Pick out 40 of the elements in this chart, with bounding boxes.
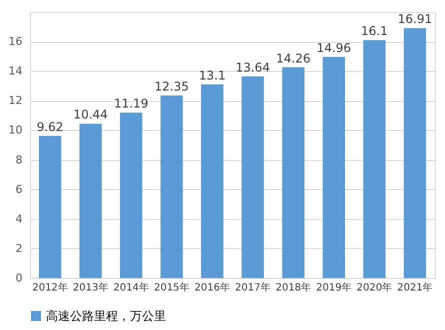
y-tick-label: 2 (16, 242, 22, 255)
x-tick-label: 2018年 (276, 282, 312, 294)
bar (160, 95, 183, 278)
x-tick-label: 2013年 (72, 282, 108, 294)
y-tick-label: 16 (8, 35, 22, 48)
y-tick-label: 14 (8, 64, 22, 78)
x-tick-label: 2020年 (356, 282, 392, 294)
legend-label: 高速公路里程，万公里 (46, 309, 166, 323)
data-label: 12.35 (154, 79, 189, 94)
x-tick-label: 2014年 (113, 282, 149, 294)
bar (242, 76, 264, 278)
x-tick-label: 2012年 (32, 282, 68, 294)
bar (120, 112, 142, 278)
data-label: 9.62 (36, 120, 64, 134)
bar (38, 136, 62, 278)
bar (201, 84, 224, 278)
bar (363, 40, 386, 278)
data-label: 16.91 (398, 12, 432, 26)
y-tick-label: 0 (16, 272, 22, 284)
data-label: 10.44 (73, 108, 108, 122)
data-label: 13.1 (198, 68, 226, 82)
data-label: 13.64 (236, 60, 270, 74)
bar (322, 56, 345, 278)
x-tick-label: 2015年 (154, 282, 190, 294)
y-tick-label: 12 (8, 94, 22, 108)
bar (282, 67, 304, 278)
y-tick-label: 10 (8, 124, 22, 137)
data-label: 11.19 (114, 96, 148, 111)
y-tick-label: 6 (16, 182, 22, 196)
y-tick-label: 8 (16, 153, 22, 166)
data-label: 16.1 (361, 24, 388, 38)
data-label: 14.26 (276, 51, 310, 66)
x-tick-label: 2019年 (316, 282, 352, 294)
bar (79, 124, 102, 278)
y-tick-label: 4 (16, 212, 22, 226)
bar (404, 28, 426, 278)
x-tick-label: 2016年 (194, 282, 230, 294)
x-tick-label: 2017年 (235, 282, 270, 294)
data-label: 14.96 (316, 40, 352, 55)
x-tick-label: 2021年 (397, 282, 433, 294)
